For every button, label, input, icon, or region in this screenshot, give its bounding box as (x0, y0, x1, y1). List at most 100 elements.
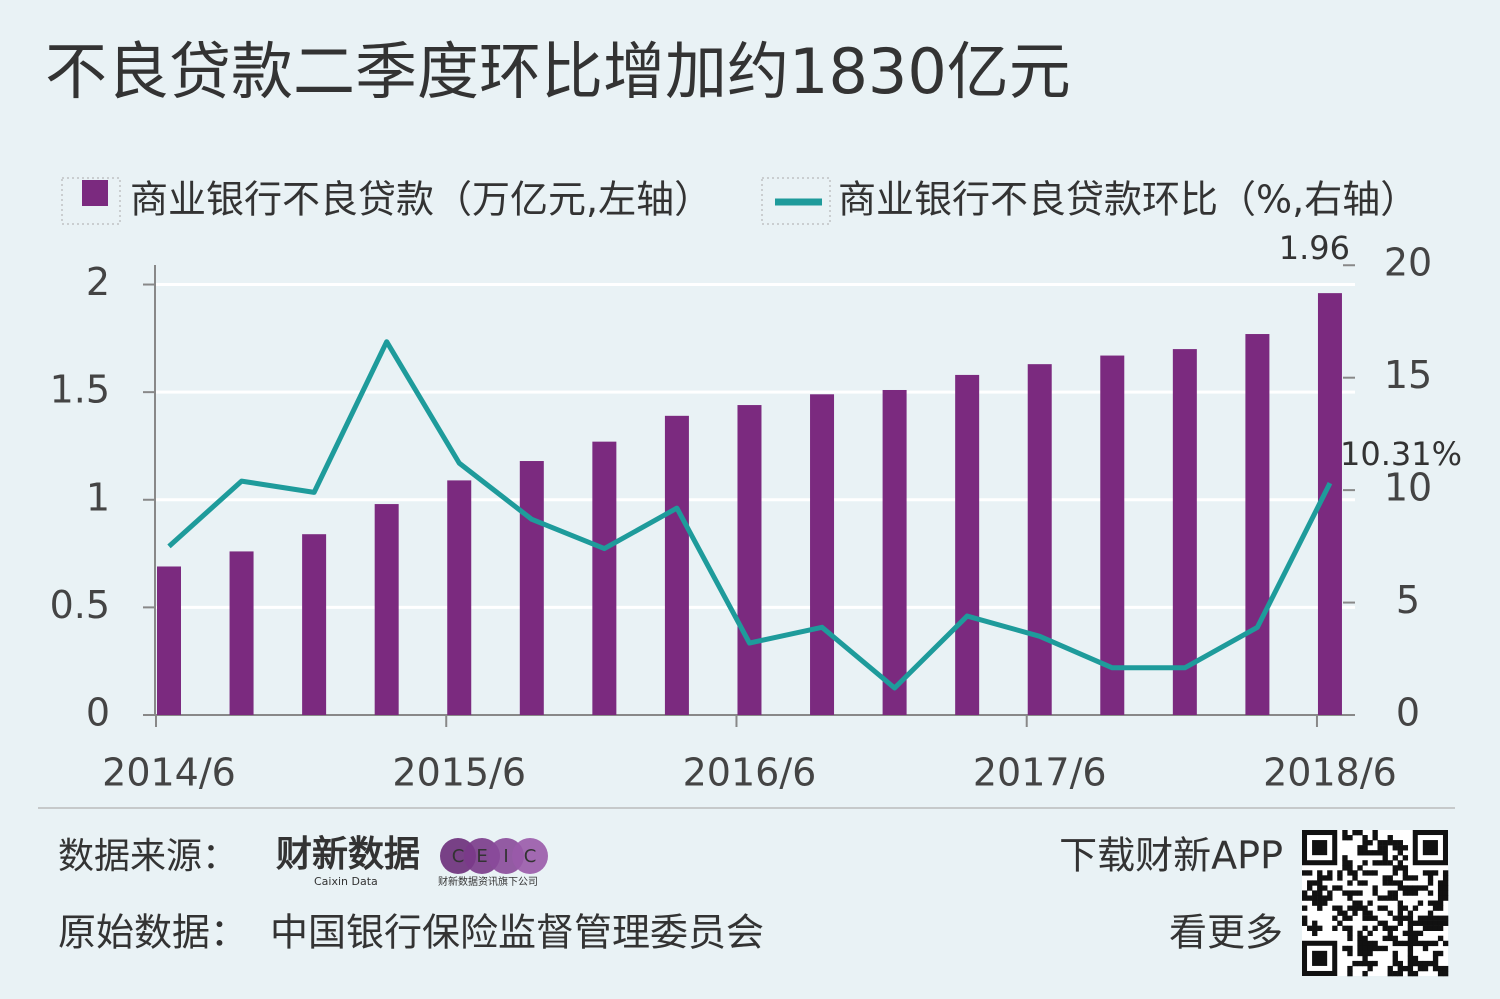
qr-cell (1442, 915, 1449, 921)
qr-cell (1372, 890, 1378, 896)
qr-cell (1367, 870, 1373, 876)
qr-cell (1352, 960, 1358, 967)
qr-cell (1432, 960, 1439, 967)
qr-cell (1307, 870, 1313, 876)
qr-cell (1387, 835, 1393, 841)
qr-cell (1327, 875, 1333, 881)
legend-label: 商业银行不良贷款（万亿元,左轴） (130, 178, 712, 222)
qr-cell (1437, 920, 1444, 926)
qr-cell (1392, 970, 1398, 977)
qr-cell (1317, 900, 1323, 906)
qr-cell (1432, 925, 1439, 931)
qr-cell (1382, 925, 1388, 931)
qr-cell (1407, 885, 1414, 891)
qr-cell (1357, 940, 1363, 947)
qr-cell (1372, 835, 1378, 841)
qr-cell (1402, 855, 1409, 861)
qr-cell (1412, 930, 1419, 937)
qr-cell (1412, 875, 1419, 881)
qr-cell (1342, 830, 1348, 836)
qr-cell (1302, 870, 1308, 876)
y2-tick-label: 20 (1384, 241, 1432, 285)
qr-cell (1382, 935, 1388, 942)
legend-label: 商业银行不良贷款环比（%,右轴） (838, 178, 1418, 222)
qr-cell (1437, 965, 1444, 972)
qr-cell (1387, 880, 1393, 886)
bar (1245, 334, 1270, 715)
line (167, 339, 1333, 691)
qr-cell (1387, 935, 1393, 942)
qr-cell (1377, 845, 1383, 851)
qr-cell (1372, 870, 1378, 876)
qr-cell (1407, 960, 1414, 967)
qr-cell (1392, 950, 1398, 957)
qr-cell (1392, 880, 1398, 886)
qr-cell (1352, 890, 1358, 896)
qr-cell (1352, 875, 1358, 881)
qr-cell (1362, 870, 1368, 876)
qr-cell (1387, 840, 1393, 846)
qr-cell (1342, 855, 1348, 861)
qr-cell (1407, 965, 1414, 972)
bar (374, 504, 399, 715)
bar (882, 389, 907, 715)
bar (302, 534, 327, 715)
qr-cell (1432, 920, 1439, 926)
qr-cell (1377, 905, 1383, 911)
qr-cell (1412, 955, 1419, 962)
y-tick-label: 1 (86, 475, 110, 519)
qr-cell (1432, 950, 1439, 957)
qr-cell (1432, 905, 1439, 911)
qr-cell (1372, 960, 1378, 967)
qr-cell (1442, 875, 1449, 881)
qr-cell (1427, 960, 1434, 967)
qr-cell (1442, 890, 1449, 896)
qr-cell (1402, 865, 1409, 871)
qr-cell (1367, 910, 1373, 916)
qr-cell (1367, 965, 1373, 972)
qr-cell (1372, 860, 1378, 866)
qr-cell (1347, 915, 1353, 921)
qr-cell (1307, 895, 1313, 901)
qr-cell (1392, 940, 1398, 947)
x-tick-label: 2016/6 (683, 751, 817, 795)
qr-cell (1417, 900, 1424, 906)
qr-cell (1382, 920, 1388, 926)
bar (157, 566, 181, 715)
qr-cell (1342, 860, 1348, 866)
bar (664, 415, 689, 715)
qr-cell (1312, 880, 1318, 886)
qr-cell (1352, 905, 1358, 911)
qr-cell (1372, 925, 1378, 931)
qr-cell (1412, 920, 1419, 926)
qr-cell (1372, 885, 1378, 891)
value-label: 1.96 (1279, 229, 1350, 267)
qr-cell (1312, 890, 1318, 896)
legend-frame (61, 177, 121, 225)
qr-cell (1347, 870, 1353, 876)
qr-cell (1422, 960, 1429, 967)
qr-cell (1362, 935, 1368, 942)
qr-cell (1347, 895, 1353, 901)
qr-cell (1367, 900, 1373, 906)
qr-cell (1392, 890, 1398, 896)
qr-cell (1397, 905, 1403, 911)
bar (447, 480, 472, 715)
qr-cell (1317, 880, 1323, 886)
qr-cell (1407, 945, 1414, 952)
qr-cell (1402, 890, 1409, 896)
qr-cell (1407, 910, 1414, 916)
qr-cell (1407, 890, 1414, 896)
qr-cell (1347, 965, 1353, 972)
qr-cell (1417, 960, 1424, 967)
qr-cell (1407, 955, 1414, 962)
qr-cell (1437, 915, 1444, 921)
qr-cell (1397, 885, 1403, 891)
qr-cell (1362, 860, 1368, 866)
qr-cell (1342, 865, 1348, 871)
qr-cell (1347, 905, 1353, 911)
qr-cell (1397, 970, 1403, 977)
qr-cell (1387, 910, 1393, 916)
bar (1027, 364, 1052, 715)
qr-finder (1301, 940, 1338, 977)
